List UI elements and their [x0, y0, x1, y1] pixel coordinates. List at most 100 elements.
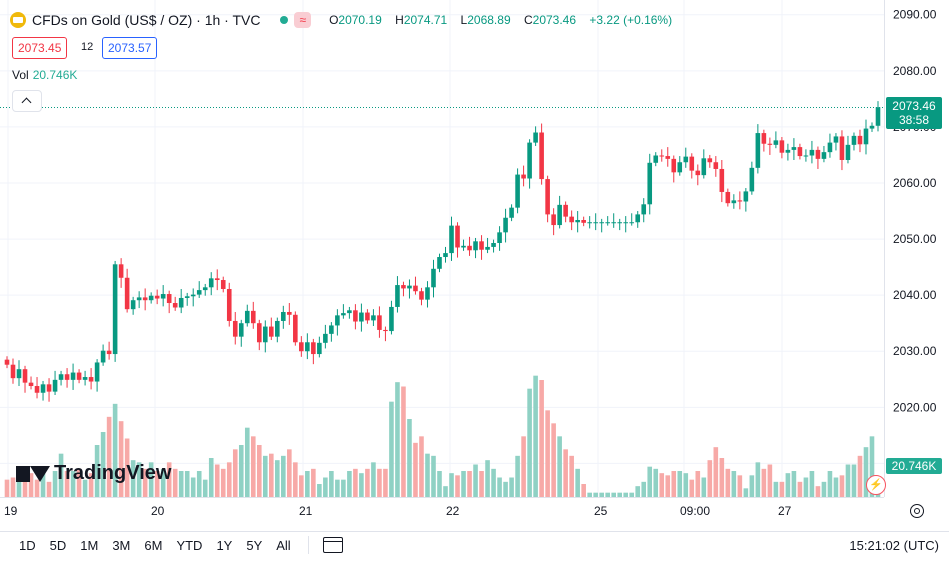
sell-button[interactable]: 2073.45 — [12, 37, 68, 59]
volume-bar — [695, 471, 701, 497]
candle-body — [244, 310, 250, 324]
candle — [389, 300, 394, 335]
market-status-icon[interactable] — [280, 16, 289, 24]
last-price-value: 2073.46 — [892, 99, 936, 113]
volume-bar — [70, 471, 76, 497]
candle — [347, 306, 352, 319]
candle-body — [377, 315, 382, 330]
range-1d-button[interactable]: 1D — [19, 537, 36, 553]
candle-body — [731, 200, 737, 204]
candle-body — [419, 291, 424, 300]
time-tick-label: 09:00 — [680, 504, 710, 518]
volume-bar — [425, 453, 430, 497]
candle — [34, 377, 40, 399]
price-tick-label: 2040.00 — [893, 288, 937, 302]
volume-bar — [515, 455, 520, 497]
candle-body — [130, 300, 136, 310]
symbol-title[interactable]: CFDs on Gold (US$ / OZ) · 1h · TVC — [32, 12, 261, 28]
volume-bar — [383, 468, 388, 497]
last-volume-label: 20.746K — [886, 458, 942, 474]
volume-bar — [605, 492, 610, 497]
candle — [124, 268, 130, 313]
volume-bar — [269, 453, 274, 497]
candle — [293, 311, 298, 346]
candle — [425, 281, 430, 308]
candle-body — [70, 372, 76, 380]
candle-body — [383, 329, 388, 332]
candle-body — [875, 107, 881, 126]
candle-body — [118, 264, 124, 278]
volume-bar — [845, 464, 851, 497]
candlestick-chart[interactable]: 2010.002020.002030.002040.002050.002060.… — [0, 0, 949, 531]
candle — [16, 360, 22, 387]
volume-bar — [593, 492, 598, 497]
candle — [443, 246, 448, 263]
candle-body — [509, 207, 514, 218]
collapse-legend-button[interactable] — [12, 90, 42, 112]
candle-body — [142, 297, 148, 301]
calendar-icon[interactable] — [322, 537, 343, 553]
volume-bar — [52, 471, 58, 497]
range-5d-button[interactable]: 5D — [49, 537, 67, 553]
clock[interactable]: 15:21:02 (UTC) — [849, 537, 939, 553]
candle-body — [599, 222, 604, 224]
volume-bar — [557, 436, 562, 497]
candle — [196, 281, 202, 298]
volume-bar — [196, 471, 202, 497]
flash-icon[interactable]: ⚡ — [866, 475, 886, 495]
gold-logo-icon — [10, 12, 26, 28]
candle — [250, 301, 256, 329]
candle — [58, 370, 64, 386]
range-3m-button[interactable]: 3M — [112, 537, 131, 553]
candle — [275, 317, 280, 343]
price-tick-label: 2030.00 — [893, 344, 937, 358]
volume-bar — [803, 477, 809, 497]
candle-body — [755, 133, 761, 168]
range-ytd-button[interactable]: YTD — [176, 537, 203, 553]
volume-bar — [785, 473, 791, 497]
candle-body — [317, 342, 322, 355]
range-5y-button[interactable]: 5Y — [246, 537, 263, 553]
volume-bar — [10, 477, 16, 497]
range-1m-button[interactable]: 1M — [80, 537, 99, 553]
candle — [647, 153, 653, 215]
change-value: +3.22 (+0.16%) — [589, 13, 673, 27]
candle-body — [767, 143, 773, 145]
candle-body — [214, 278, 220, 281]
volume-bar — [136, 462, 142, 497]
ohlc-values: O2070.19 H2074.71 L2068.89 C2073.46 +3.2… — [329, 13, 677, 27]
candles — [4, 101, 881, 402]
volume-bar — [214, 464, 220, 497]
gear-icon[interactable] — [910, 504, 924, 518]
range-all-button[interactable]: All — [276, 537, 291, 553]
volume-bar — [166, 462, 172, 497]
candle-body — [160, 294, 166, 299]
volume-bar — [365, 468, 370, 497]
range-6m-button[interactable]: 6M — [144, 537, 163, 553]
candle-body — [479, 241, 484, 250]
candle-body — [88, 377, 94, 382]
volume-bar — [479, 471, 484, 497]
candle — [863, 119, 869, 155]
candle-body — [407, 285, 412, 289]
volume-bar — [467, 471, 472, 497]
candle — [371, 309, 376, 327]
wave-icon[interactable]: ≈ — [294, 12, 312, 28]
candle — [737, 191, 743, 210]
candle-body — [172, 303, 178, 308]
candle — [154, 289, 160, 305]
candle-body — [40, 384, 46, 393]
range-1y-button[interactable]: 1Y — [216, 537, 233, 553]
volume-label: Vol — [12, 68, 29, 82]
candle — [551, 208, 556, 236]
volume-bar — [40, 473, 46, 497]
candle — [160, 285, 166, 307]
candle — [509, 204, 514, 222]
candle — [4, 356, 10, 369]
buy-button[interactable]: 2073.57 — [102, 37, 158, 59]
volume-legend: Vol 20.746K — [12, 68, 77, 82]
candle — [28, 376, 34, 390]
tradingview-logo[interactable]: TradingView — [16, 462, 171, 485]
candle-body — [473, 241, 478, 251]
